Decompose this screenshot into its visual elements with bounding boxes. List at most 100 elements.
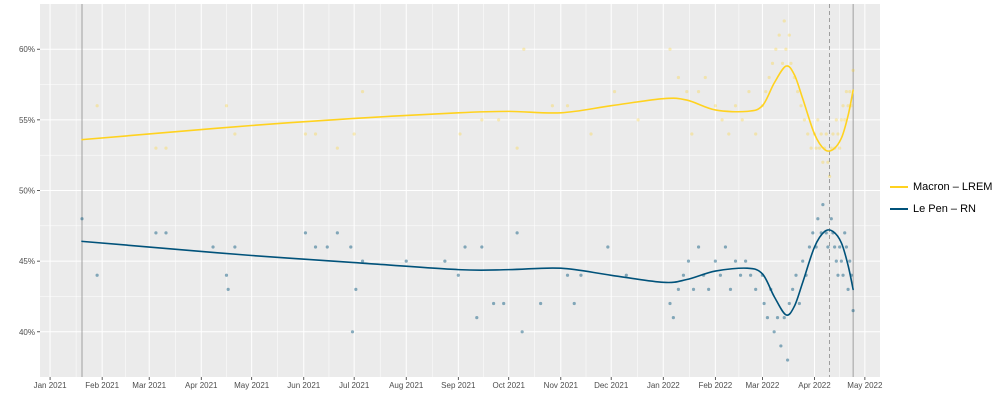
lepen-poll-point	[844, 245, 849, 249]
lepen-poll-point	[723, 245, 728, 249]
lepen-poll-point	[826, 245, 830, 249]
macron-poll-point	[685, 89, 689, 94]
y-tick-label: 40%	[19, 328, 35, 337]
x-tick-label: May 2021	[234, 381, 270, 390]
legend-item-macron[interactable]: Macron – LREM	[890, 176, 998, 198]
lepen-poll-point	[754, 287, 758, 292]
lepen-poll-point	[313, 245, 318, 249]
macron-poll-point	[352, 132, 356, 136]
macron-poll-point	[799, 104, 803, 108]
macron-poll-point	[819, 132, 823, 136]
macron-poll-point	[764, 89, 768, 94]
lepen-poll-point	[744, 259, 748, 263]
macron-poll-point	[838, 146, 842, 150]
poll-points	[80, 19, 855, 362]
lepen-poll-point	[787, 301, 791, 306]
lepen-poll-point	[728, 287, 733, 292]
lepen-poll-point	[838, 245, 842, 249]
macron-poll-point	[458, 132, 462, 136]
lepen-poll-point	[80, 217, 84, 221]
lepen-poll-point	[791, 287, 795, 292]
lepen-poll-point	[836, 273, 840, 277]
lepen-poll-point	[843, 231, 847, 235]
macron-poll-point	[690, 132, 694, 136]
macron-poll-point	[636, 118, 640, 122]
trend-lines	[81, 65, 854, 316]
lepen-poll-point	[164, 231, 168, 235]
legend: Macron – LREM Le Pen – RN	[890, 176, 998, 220]
x-tick-label: Jan 2021	[34, 381, 67, 390]
legend-item-lepen[interactable]: Le Pen – RN	[890, 198, 998, 220]
lepen-poll-point	[696, 245, 701, 249]
lepen-poll-point	[686, 259, 691, 263]
lepen-poll-point	[846, 287, 850, 292]
lepen-poll-point	[349, 245, 353, 249]
lepen-poll-point	[779, 344, 783, 348]
lepen-poll-point	[733, 259, 738, 263]
macron-poll-point	[754, 132, 758, 136]
lepen-poll-point	[848, 259, 852, 263]
x-tick-label: Mar 2022	[746, 381, 780, 390]
lepen-poll-point	[762, 301, 766, 306]
lepen-poll-point	[335, 231, 339, 235]
macron-poll-point	[720, 118, 724, 122]
macron-poll-point	[713, 104, 717, 108]
lepen-poll-point	[572, 301, 576, 306]
lepen-poll-point	[350, 330, 355, 334]
macron-poll-point	[836, 132, 840, 136]
macron-poll-point	[95, 104, 99, 108]
lepen-poll-point	[579, 273, 583, 277]
macron-poll-point	[233, 132, 237, 136]
macron-poll-point	[589, 132, 593, 136]
x-tick-label: Sep 2021	[441, 381, 476, 390]
macron-poll-point	[154, 146, 158, 150]
macron-poll-point	[787, 33, 791, 37]
macron-poll-point	[770, 61, 775, 65]
lepen-poll-point	[786, 358, 790, 362]
lepen-poll-point	[797, 301, 801, 306]
macron-poll-point	[480, 118, 484, 122]
lepen-poll-point	[404, 259, 408, 263]
lepen-poll-point	[713, 259, 717, 263]
x-tick-label: Feb 2022	[698, 381, 732, 390]
lepen-poll-point	[718, 273, 723, 277]
y-tick-label: 50%	[19, 187, 35, 196]
legend-swatch-lepen	[890, 208, 908, 210]
x-tick-label: Apr 2022	[798, 381, 831, 390]
macron-poll-point	[747, 89, 751, 94]
y-tick-label: 60%	[19, 45, 35, 54]
lepen-poll-point	[233, 245, 237, 249]
macron-poll-point	[703, 75, 707, 80]
macron-poll-point	[831, 132, 835, 136]
lepen-poll-point	[502, 301, 506, 306]
macron-poll-point	[224, 104, 229, 108]
macron-poll-point	[612, 89, 617, 94]
x-tick-label: Aug 2021	[389, 381, 424, 390]
macron-poll-point	[774, 47, 778, 51]
y-axis: 40% 45% 50% 55% 60%	[19, 45, 40, 337]
macron-trend-line	[81, 65, 854, 153]
x-tick-label: Jun 2021	[287, 381, 320, 390]
macron-poll-point	[782, 19, 786, 23]
lepen-poll-point	[456, 273, 460, 277]
y-tick-label: 45%	[19, 257, 35, 266]
lepen-poll-point	[624, 273, 628, 277]
macron-poll-point	[816, 118, 820, 122]
macron-poll-point	[821, 160, 825, 164]
lepen-poll-point	[475, 316, 479, 320]
macron-poll-point	[844, 89, 849, 94]
lepen-poll-point	[749, 273, 753, 277]
macron-poll-point	[777, 33, 781, 37]
x-tick-label: Apr 2021	[185, 381, 218, 390]
macron-poll-point	[814, 146, 818, 150]
lepen-poll-point	[851, 308, 855, 313]
macron-poll-point	[335, 146, 339, 150]
lepen-poll-point	[480, 245, 484, 249]
x-tick-label: Oct 2021	[492, 381, 525, 390]
lepen-poll-point	[681, 273, 686, 277]
x-tick-label: Feb 2021	[85, 381, 119, 390]
macron-poll-point	[733, 104, 738, 108]
macron-poll-point	[780, 61, 785, 65]
lepen-poll-point	[738, 273, 743, 277]
